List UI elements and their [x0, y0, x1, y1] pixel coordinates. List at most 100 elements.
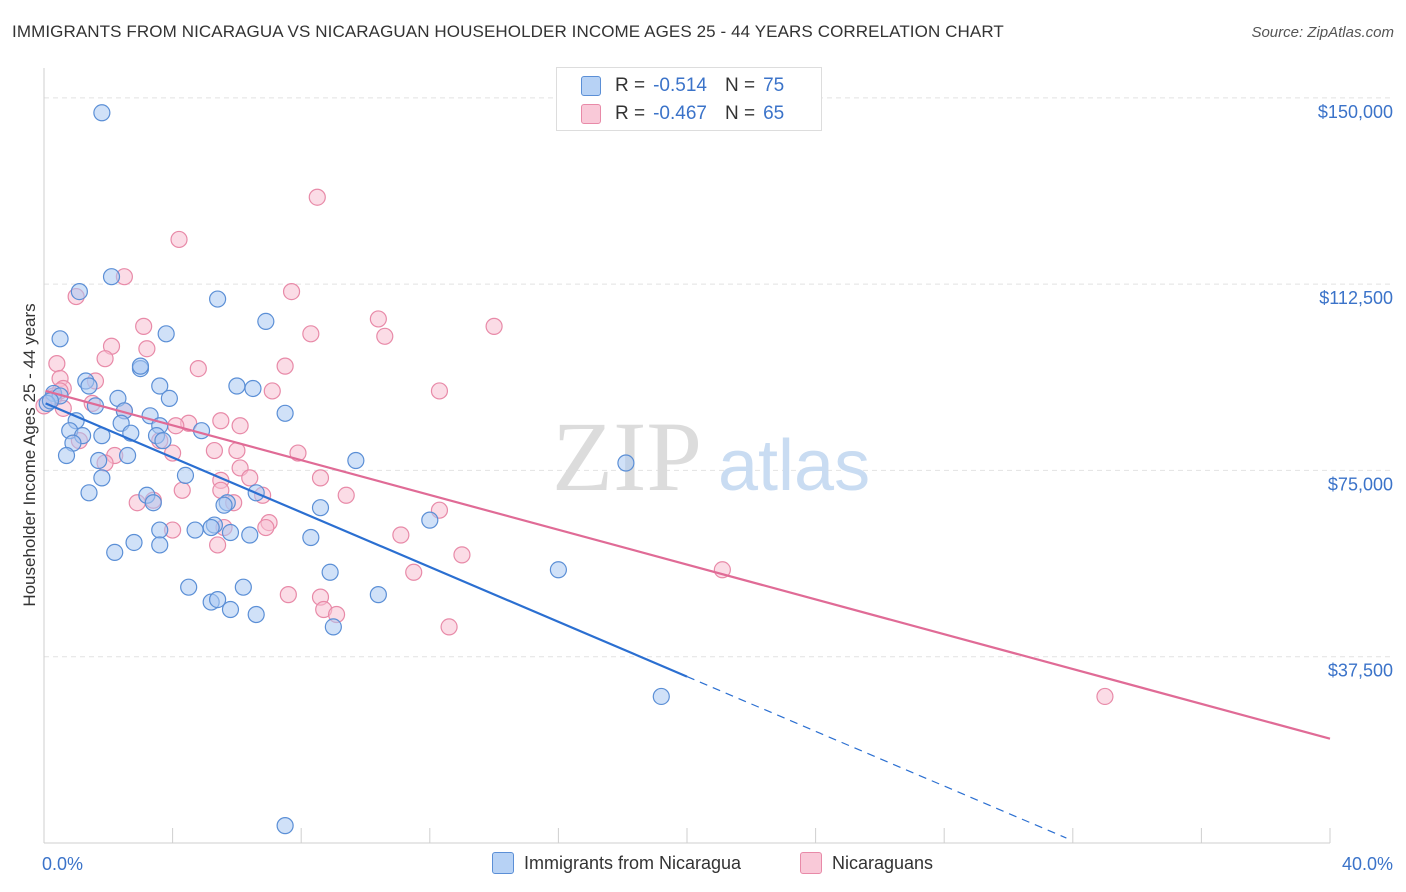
bottom-legend-label: Nicaraguans	[832, 852, 934, 873]
nicaraguans-point	[369, 310, 387, 328]
nicaraguans-point	[430, 382, 449, 400]
nicaraguans-point	[241, 469, 259, 487]
immigrants-point	[157, 325, 175, 343]
immigrants-point	[57, 446, 76, 465]
immigrants-trend-line	[45, 402, 688, 678]
nicaraguans-point	[392, 526, 410, 544]
immigrants-point	[215, 496, 233, 514]
immigrants-point	[244, 379, 262, 398]
nicaraguans-point	[231, 417, 249, 435]
bottom-legend-swatch-blue	[492, 852, 514, 874]
trend-lines	[45, 389, 1331, 839]
immigrants-point	[180, 578, 198, 596]
y-tick-label: $37,500	[1328, 661, 1393, 681]
y-tick-label: $112,500	[1319, 288, 1393, 308]
immigrants-point	[311, 499, 330, 517]
nicaraguans-point	[485, 317, 503, 335]
immigrants-point	[80, 377, 98, 395]
immigrants-point	[347, 451, 365, 470]
nicaraguans-point	[170, 230, 188, 249]
bottom-legend-nicaraguans: Nicaraguans	[800, 852, 933, 874]
legend-r-value: -0.514	[653, 75, 707, 96]
nicaraguans-point	[48, 355, 66, 373]
nicaraguans-point	[279, 586, 297, 604]
immigrants-point	[106, 543, 124, 561]
nicaraguans-trend-line	[45, 389, 1331, 740]
nicaraguans-point	[289, 444, 307, 462]
legend-swatch-blue	[581, 76, 601, 96]
immigrants-point	[241, 526, 259, 544]
immigrants-point	[90, 451, 108, 470]
immigrants-point	[186, 521, 204, 539]
nicaraguans-point	[440, 618, 458, 636]
legend-n-label: N =	[724, 103, 756, 124]
legend-r-label: R =	[615, 75, 646, 96]
nicaraguans-point	[405, 563, 423, 581]
immigrants-point	[93, 469, 111, 487]
bottom-legend-immigrants: Immigrants from Nicaragua	[492, 852, 741, 874]
nicaraguans-point	[1096, 687, 1114, 706]
watermark-atlas: atlas	[718, 426, 870, 506]
immigrants-point	[102, 268, 121, 286]
legend-n-label: N =	[724, 75, 756, 96]
legend-row-nicaraguans: R = -0.467 N = 65	[581, 103, 784, 125]
immigrants-point	[549, 561, 568, 579]
nicaraguans-point	[257, 518, 275, 537]
immigrants-point	[276, 404, 294, 422]
immigrants-point	[118, 446, 137, 465]
y-tick-label: $150,000	[1318, 102, 1393, 122]
immigrants-point	[276, 817, 294, 835]
nicaraguans-point	[173, 481, 191, 499]
immigrants-point	[70, 283, 88, 301]
immigrants-point	[202, 518, 220, 537]
immigrants-point	[247, 605, 265, 624]
nicaraguans-point	[337, 486, 355, 504]
immigrants-point	[125, 533, 143, 552]
immigrants-point	[209, 590, 227, 609]
immigrants-point	[369, 586, 387, 604]
immigrants-point	[151, 536, 169, 554]
immigrants-point	[234, 578, 252, 596]
legend-swatch-pink	[581, 104, 601, 124]
immigrants-point	[421, 511, 439, 529]
bottom-legend-label: Immigrants from Nicaragua	[524, 852, 742, 873]
immigrants-point	[80, 484, 98, 502]
immigrants-point	[151, 521, 169, 539]
nicaraguans-point	[376, 327, 394, 345]
immigrants-point	[131, 357, 150, 375]
legend-r-label: R =	[615, 103, 646, 124]
immigrants-trend-extension	[686, 676, 1067, 839]
nicaraguans-point	[209, 536, 227, 554]
x-tick-label: 40.0%	[1342, 854, 1393, 874]
nicaraguans-point	[212, 412, 230, 430]
nicaraguans-point	[453, 546, 471, 564]
immigrants-point	[51, 330, 69, 348]
nicaraguans-point	[308, 188, 326, 206]
legend-r-value: -0.467	[653, 103, 707, 124]
immigrants-point	[151, 377, 169, 395]
immigrants-point	[228, 377, 246, 395]
immigrants-point	[176, 466, 195, 485]
legend-n-value: 75	[763, 75, 785, 96]
immigrants-point	[221, 600, 240, 619]
legend-row-immigrants: R = -0.514 N = 75	[581, 75, 784, 97]
legend-n-value: 65	[763, 103, 785, 124]
immigrants-point	[617, 454, 635, 472]
immigrants-point	[652, 687, 670, 706]
immigrants-point	[221, 523, 240, 542]
immigrants-point	[302, 528, 320, 547]
immigrants-point	[144, 494, 162, 512]
nicaraguans-point	[302, 325, 320, 343]
y-tick-label: $75,000	[1328, 474, 1393, 494]
source-label: Source: ZipAtlas.com	[1251, 24, 1394, 41]
immigrants-point	[209, 290, 227, 308]
bottom-legend-swatch-pink	[800, 852, 822, 874]
correlation-legend: R = -0.514 N = 75 R = -0.467 N = 65	[556, 67, 822, 131]
immigrants-point	[160, 389, 178, 408]
nicaraguans-point	[138, 340, 156, 358]
nicaraguans-point	[276, 357, 294, 375]
immigrants-point	[324, 618, 342, 636]
chart-title: IMMIGRANTS FROM NICARAGUA VS NICARAGUAN …	[12, 22, 1004, 41]
immigrants-point	[93, 104, 111, 122]
